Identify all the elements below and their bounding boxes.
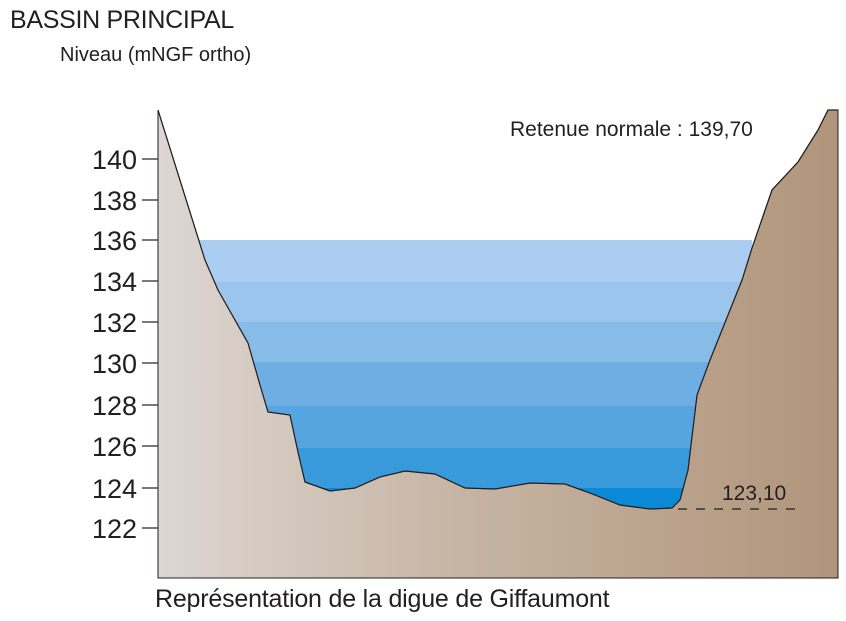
tick-label: 128 [92,391,137,421]
tick-label: 136 [92,226,137,256]
tick-label: 134 [92,267,137,297]
tick-label: 132 [92,308,137,338]
tick-label: 122 [92,514,137,544]
diagram-title: BASSIN PRINCIPAL [10,6,234,34]
tick-label: 130 [92,349,137,379]
tick-label: 124 [92,474,137,504]
diagram-caption: Représentation de la digue de Giffaumont [155,585,610,613]
tick-label: 140 [92,145,137,175]
tick-label: 138 [92,186,137,216]
tick-label: 126 [92,432,137,462]
normal-level-label: Retenue normale : 139,70 [510,118,753,141]
bottom-level-label: 123,10 [722,482,786,505]
axis-unit-label: Niveau (mNGF ortho) [60,44,252,66]
